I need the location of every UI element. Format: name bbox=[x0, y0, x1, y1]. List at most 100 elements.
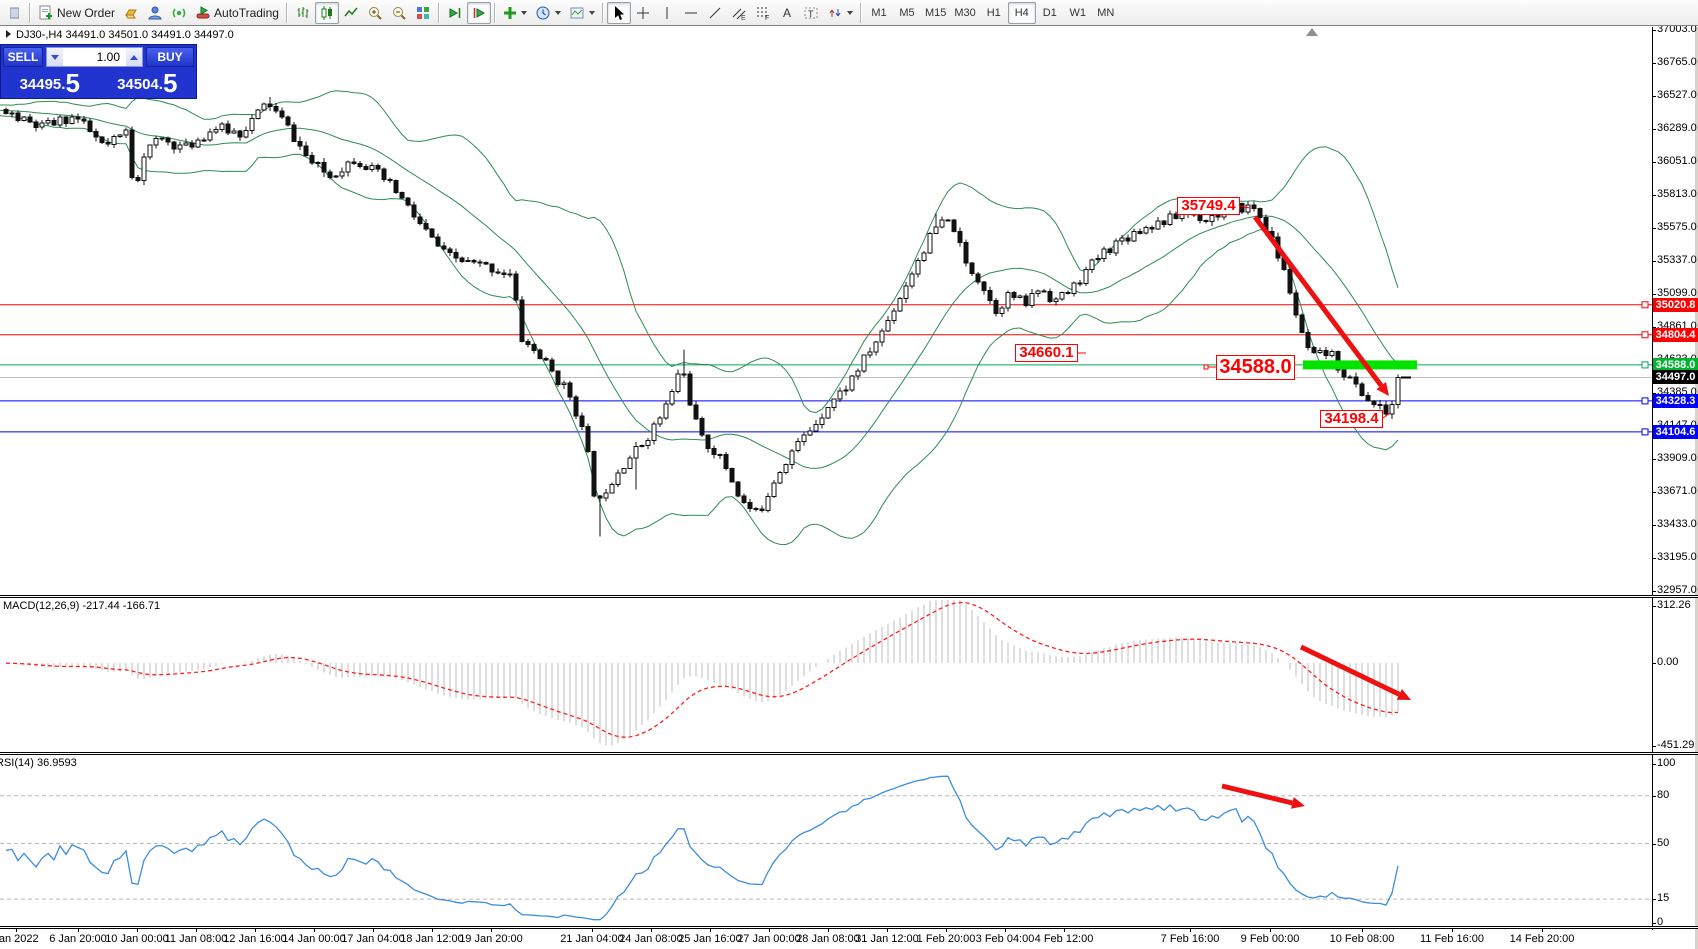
timeframe-d1-button[interactable]: D1 bbox=[1042, 6, 1057, 19]
autotrading-icon bbox=[195, 5, 211, 21]
bar-chart-button[interactable] bbox=[291, 2, 315, 24]
rsi-pane-canvas[interactable] bbox=[0, 755, 1652, 928]
timeframe-m30-button[interactable]: M30 bbox=[954, 6, 976, 19]
axis-tick-label: 80 bbox=[1657, 788, 1670, 801]
price-level-tag: 34104.6 bbox=[1653, 424, 1698, 439]
axis-tick-label: 15 bbox=[1657, 892, 1670, 905]
fibonacci-button[interactable]: F bbox=[751, 2, 775, 24]
axis-tickmark bbox=[1652, 663, 1656, 664]
time-tick-label: 19 Jan 20:00 bbox=[459, 933, 523, 945]
community-button[interactable] bbox=[143, 2, 167, 24]
price-level-tag: 34588.0 bbox=[1653, 357, 1698, 372]
horizontal-line-button[interactable] bbox=[679, 2, 703, 24]
line-chart-button[interactable] bbox=[339, 2, 363, 24]
candlestick-button[interactable] bbox=[314, 1, 339, 24]
indicator-add-icon bbox=[503, 5, 517, 21]
autotrading-button[interactable]: AutoTrading bbox=[191, 2, 283, 24]
auto-scroll-button[interactable] bbox=[443, 2, 467, 24]
pane-separator[interactable] bbox=[0, 752, 1698, 755]
axis-tick-label: 33909.0 bbox=[1657, 452, 1697, 464]
macd-indicator-label: MACD(12,26,9) -217.44 -166.71 bbox=[3, 600, 161, 612]
time-tick-label: 11 Feb 16:00 bbox=[1419, 933, 1485, 945]
timeframe-h1-button[interactable]: H1 bbox=[986, 6, 1001, 19]
axis-tick-label: 36527.0 bbox=[1657, 89, 1697, 101]
axis-tick-label: 50 bbox=[1657, 836, 1670, 849]
trendline-icon bbox=[707, 5, 723, 21]
add-indicator-button[interactable] bbox=[499, 2, 531, 24]
axis-tickmark bbox=[1652, 393, 1656, 394]
volume-decrease-button[interactable] bbox=[47, 48, 63, 66]
axis-tick-label: 36051.0 bbox=[1657, 155, 1697, 167]
axis-tick-label: 37003.0 bbox=[1657, 23, 1697, 35]
sell-button[interactable]: SELL bbox=[3, 47, 43, 67]
timeframe-m1-button[interactable]: M1 bbox=[871, 6, 887, 19]
time-tickmark bbox=[1190, 928, 1191, 932]
axis-tickmark bbox=[1652, 30, 1656, 31]
time-tickmark bbox=[1005, 928, 1006, 932]
time-tickmark bbox=[946, 928, 947, 932]
deposit-button[interactable] bbox=[119, 2, 143, 24]
svg-text:E: E bbox=[741, 15, 746, 21]
trendline-button[interactable] bbox=[703, 2, 727, 24]
timeframe-h4-button[interactable]: H4 bbox=[1007, 1, 1036, 24]
axis-tickmark bbox=[1652, 764, 1656, 765]
tile-windows-button[interactable] bbox=[411, 2, 435, 24]
macd-pane-canvas[interactable] bbox=[0, 598, 1652, 752]
text-button[interactable]: A bbox=[775, 2, 799, 24]
text-label-icon: T bbox=[803, 5, 819, 21]
zoom-in-button[interactable] bbox=[363, 2, 387, 24]
new-order-button[interactable]: New Order bbox=[34, 2, 119, 24]
price-axis-line bbox=[1652, 27, 1653, 930]
pane-separator[interactable] bbox=[0, 595, 1698, 598]
periods-button[interactable] bbox=[531, 2, 565, 24]
time-tick-label: 31 Jan 12:00 bbox=[855, 933, 919, 945]
channel-button[interactable]: E bbox=[727, 2, 751, 24]
volume-stepper[interactable]: 1.00 bbox=[46, 47, 143, 67]
crosshair-button[interactable] bbox=[631, 2, 655, 24]
timeframe-mn-button[interactable]: MN bbox=[1097, 6, 1115, 19]
time-tick-label: 14 Jan 00:00 bbox=[282, 933, 346, 945]
buy-button[interactable]: BUY bbox=[146, 47, 194, 67]
time-tickmark bbox=[828, 928, 829, 932]
price-chart-canvas[interactable] bbox=[0, 27, 1652, 595]
chart-shift-button[interactable] bbox=[466, 1, 491, 24]
zoom-in-icon bbox=[367, 5, 383, 21]
volume-increase-button[interactable] bbox=[126, 48, 142, 66]
price-level-tag: 34804.4 bbox=[1653, 327, 1698, 342]
price-annotation-label[interactable]: 34588.0 bbox=[1216, 355, 1295, 380]
timeframe-w1-button[interactable]: W1 bbox=[1069, 6, 1087, 19]
broadcast-button[interactable] bbox=[167, 2, 191, 24]
triangle-down-icon bbox=[51, 54, 59, 60]
templates-button[interactable] bbox=[565, 2, 599, 24]
axis-tickmark bbox=[1652, 525, 1656, 526]
time-tickmark bbox=[1542, 928, 1543, 932]
arrows-button[interactable] bbox=[823, 2, 857, 24]
bid-price-big-digit: 5 bbox=[65, 68, 80, 98]
new-order-button-label: New Order bbox=[57, 5, 116, 20]
time-tick-label: 18 Jan 12:00 bbox=[400, 933, 464, 945]
text-label-button[interactable]: T bbox=[799, 2, 823, 24]
timeframe-m15-button[interactable]: M15 bbox=[924, 6, 947, 19]
price-level-tag: 34497.0 bbox=[1653, 370, 1698, 385]
toolbar-separator bbox=[285, 2, 288, 23]
zoom-out-button[interactable] bbox=[387, 2, 411, 24]
price-annotation-label[interactable]: 34198.4 bbox=[1320, 410, 1383, 428]
time-tick-label: 17 Jan 04:00 bbox=[341, 933, 405, 945]
time-tick-label: 7 Feb 16:00 bbox=[1160, 933, 1220, 945]
price-annotation-label[interactable]: 35749.4 bbox=[1177, 197, 1240, 215]
symbol-window-button[interactable] bbox=[2, 2, 26, 24]
time-tick-label: 12 Jan 16:00 bbox=[223, 933, 287, 945]
time-tick-label: 9 Feb 00:00 bbox=[1240, 933, 1300, 945]
time-tick-label: 14 Feb 20:00 bbox=[1509, 933, 1575, 945]
axis-tickmark bbox=[1652, 558, 1656, 559]
vertical-line-button[interactable] bbox=[655, 2, 679, 24]
timeframe-m5-button[interactable]: M5 bbox=[899, 6, 915, 19]
axis-tick-label: 33195.0 bbox=[1657, 551, 1697, 563]
ask-price-big-digit: 5 bbox=[162, 68, 178, 98]
axis-tickmark bbox=[1652, 96, 1656, 97]
volume-value[interactable]: 1.00 bbox=[96, 50, 120, 64]
arrow-objects-icon bbox=[827, 5, 843, 21]
cursor-button[interactable] bbox=[606, 1, 631, 24]
price-annotation-label[interactable]: 34660.1 bbox=[1015, 344, 1078, 362]
candlestick-icon bbox=[319, 5, 335, 21]
